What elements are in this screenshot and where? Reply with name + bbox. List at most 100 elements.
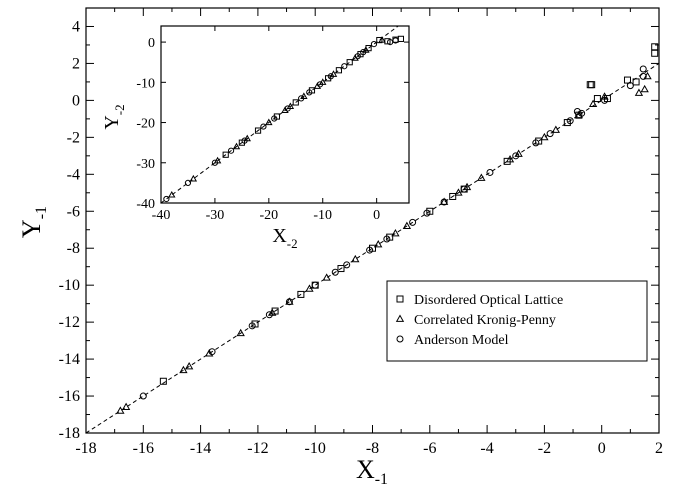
- main-point-circle: [311, 281, 319, 289]
- main-point-triangle: [351, 254, 360, 263]
- inset-point-circle: [360, 49, 367, 56]
- main-point-circle: [423, 209, 431, 217]
- inset-point-triangle: [232, 142, 241, 150]
- inset-point-square: [292, 99, 299, 106]
- inset-point-circle: [316, 81, 324, 88]
- main-x-tick-label: 2: [655, 440, 663, 457]
- inset-point-triangle: [168, 190, 176, 198]
- main-point-triangle: [402, 221, 412, 229]
- main-x-tick-label: -2: [538, 440, 551, 457]
- inset-point-triangle: [351, 54, 359, 61]
- legend-marker-triangle: [395, 314, 405, 322]
- inset-x-tick-label: -10: [313, 208, 332, 223]
- inset-point-square: [397, 35, 405, 42]
- main-point-circle: [486, 168, 494, 176]
- main-point-square: [449, 192, 457, 200]
- main-x-tick-label: -16: [133, 440, 154, 457]
- inset-x-tick-label: -30: [206, 208, 225, 223]
- inset-y-tick-label: -10: [136, 76, 155, 91]
- legend-marker-circle: [396, 335, 404, 343]
- main-point-circle: [366, 246, 374, 254]
- main-point-circle: [331, 268, 339, 276]
- main-x-tick-label: -6: [423, 440, 436, 457]
- main-point-circle: [573, 107, 581, 115]
- main-y-tick-label: -4: [67, 166, 80, 183]
- main-x-tick-label: -8: [366, 440, 379, 457]
- main-point-triangle: [285, 297, 294, 305]
- inset-point-circle: [354, 53, 361, 60]
- main-point-circle: [343, 261, 351, 269]
- main-point-circle: [626, 82, 634, 90]
- main-point-triangle: [634, 88, 644, 96]
- main-y-tick-label: 2: [72, 55, 80, 72]
- main-y-tick-label: 4: [72, 18, 80, 35]
- main-point-square: [651, 49, 659, 57]
- main-point-circle: [532, 139, 540, 147]
- inset-point-triangle: [378, 36, 386, 43]
- main-y-tick-label: 0: [72, 92, 80, 109]
- main-point-triangle: [454, 188, 463, 196]
- main-point-circle: [409, 218, 417, 226]
- main-x-tick-label: -18: [75, 440, 96, 457]
- inset-x-tick-label: 0: [373, 208, 380, 223]
- legend-marker-square: [396, 295, 404, 303]
- main-point-triangle: [322, 273, 331, 281]
- y-axis-title: Y-1: [17, 206, 50, 238]
- inset-y-axis-title: Y-2: [101, 104, 127, 129]
- main-point-square: [651, 43, 659, 51]
- main-point-circle: [248, 322, 256, 330]
- legend-label: Anderson Model: [414, 333, 509, 348]
- legend: Disordered Optical Lattice Correlated Kro…: [386, 280, 648, 362]
- main-point-circle: [601, 96, 609, 104]
- main-y-tick-label: -8: [67, 240, 80, 257]
- main-point-triangle: [374, 240, 383, 248]
- main-plot: -18 -16 -14 -12 -10 -8 -6 -4 -2 0 2-18-16-14-12-10…: [17, 7, 663, 488]
- legend-label: Disordered Optical Lattice: [414, 293, 563, 308]
- main-point-triangle: [391, 228, 400, 237]
- inset-y-tick-label: -40: [136, 197, 155, 212]
- inset-plot-background: [161, 26, 409, 203]
- main-x-tick-label: 0: [598, 440, 606, 457]
- main-point-triangle: [116, 406, 125, 414]
- inset-point-triangle: [189, 174, 198, 182]
- main-point-square: [632, 78, 640, 86]
- main-point-square: [586, 81, 594, 89]
- inset-point-triangle: [313, 82, 322, 89]
- inset-point-circle: [227, 147, 235, 154]
- main-y-tick-label: -6: [67, 203, 80, 220]
- main-point-triangle: [184, 362, 194, 370]
- main-y-tick-label: -14: [59, 351, 80, 368]
- main-point-circle: [639, 72, 647, 80]
- inset-y-tick-label: 0: [148, 36, 155, 51]
- main-y-tick-label: -16: [59, 388, 80, 405]
- main-point-triangle: [551, 125, 561, 133]
- main-point-circle: [139, 392, 147, 400]
- legend-box: [386, 280, 648, 362]
- main-point-triangle: [236, 328, 245, 337]
- main-point-circle: [512, 152, 520, 160]
- inset-point-circle: [211, 159, 219, 166]
- inset-point-circle: [298, 95, 305, 102]
- inset-point-triangle: [281, 106, 289, 114]
- inset-point-triangle: [265, 118, 273, 126]
- main-x-tick-label: -10: [305, 440, 326, 457]
- main-point-triangle: [600, 92, 609, 100]
- main-point-square: [337, 265, 345, 273]
- x-axis-title: X-1: [356, 455, 388, 488]
- main-point-triangle: [640, 84, 649, 93]
- legend-label: Correlated Kronig-Penny: [414, 313, 556, 328]
- main-point-square: [588, 81, 596, 89]
- inset-plot: -40 -30 -20 -10 0 -40 -30 -20 -10 0 X-2 Y-2: [101, 25, 410, 251]
- main-x-tick-label: -14: [190, 440, 211, 457]
- inset-point-circle: [260, 123, 267, 130]
- main-point-triangle: [205, 349, 214, 357]
- main-fit-line: [86, 63, 659, 433]
- inset-point-circle: [370, 41, 378, 48]
- main-point-circle: [566, 117, 574, 125]
- main-point-square: [503, 157, 511, 165]
- main-point-triangle: [505, 155, 515, 163]
- main-point-circle: [440, 198, 448, 206]
- main-point-circle: [285, 298, 293, 306]
- inset-point-square: [222, 151, 229, 158]
- main-x-tick-label: -12: [247, 440, 268, 457]
